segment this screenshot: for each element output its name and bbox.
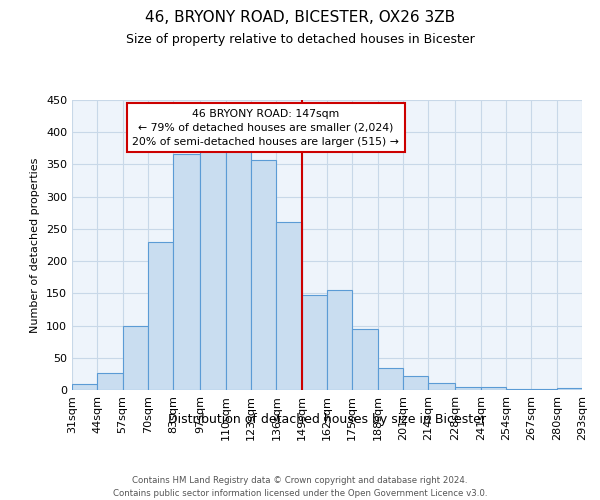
Y-axis label: Number of detached properties: Number of detached properties [31,158,40,332]
Bar [428,383,455,390]
Bar [122,326,148,390]
Bar [200,150,226,390]
Text: Distribution of detached houses by size in Bicester: Distribution of detached houses by size … [168,412,486,426]
Bar [251,160,277,390]
Bar [277,222,302,390]
Text: Contains HM Land Registry data © Crown copyright and database right 2024.
Contai: Contains HM Land Registry data © Crown c… [113,476,487,498]
Bar [173,154,200,390]
Bar [72,384,97,390]
Bar [302,296,327,390]
Bar [352,329,377,390]
Bar [226,148,251,390]
Text: 46 BRYONY ROAD: 147sqm
← 79% of detached houses are smaller (2,024)
20% of semi-: 46 BRYONY ROAD: 147sqm ← 79% of detached… [133,108,399,146]
Bar [97,372,122,390]
Bar [557,388,582,390]
Bar [506,388,532,390]
Bar [455,387,481,390]
Bar [327,290,352,390]
Text: Size of property relative to detached houses in Bicester: Size of property relative to detached ho… [125,32,475,46]
Bar [377,368,403,390]
Bar [403,376,428,390]
Bar [481,388,506,390]
Bar [148,242,173,390]
Text: 46, BRYONY ROAD, BICESTER, OX26 3ZB: 46, BRYONY ROAD, BICESTER, OX26 3ZB [145,10,455,25]
